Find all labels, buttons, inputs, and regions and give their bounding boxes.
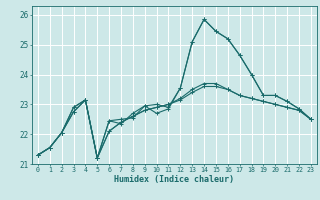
X-axis label: Humidex (Indice chaleur): Humidex (Indice chaleur) xyxy=(115,175,234,184)
